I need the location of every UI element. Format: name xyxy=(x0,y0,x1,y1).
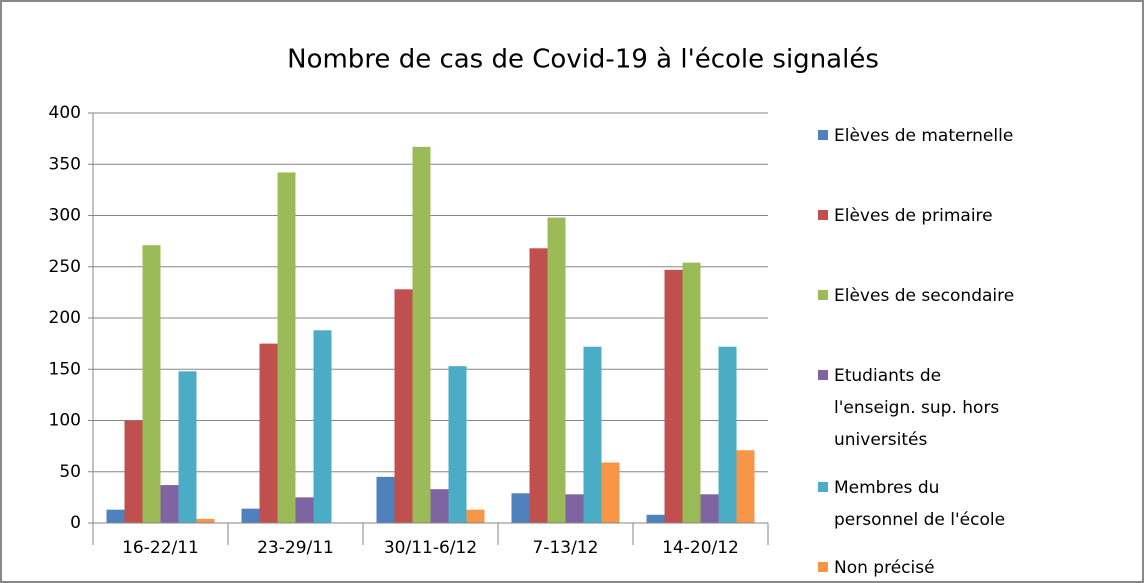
bar xyxy=(106,509,125,523)
y-tick-label: 150 xyxy=(49,359,81,379)
legend-swatch xyxy=(818,290,828,300)
x-tick-label: 16-22/11 xyxy=(122,538,199,558)
bar xyxy=(376,476,395,523)
y-tick-label: 200 xyxy=(49,308,81,328)
legend-swatch xyxy=(818,210,828,220)
legend-swatch xyxy=(818,482,828,492)
bar xyxy=(466,509,485,523)
bar xyxy=(682,262,701,523)
bar xyxy=(448,366,467,523)
bar xyxy=(430,489,449,523)
bar xyxy=(646,514,665,523)
bar xyxy=(601,462,620,523)
y-tick-label: 350 xyxy=(49,154,81,174)
legend-swatch xyxy=(818,130,828,140)
legend-label: Elèves de secondaire xyxy=(834,286,1015,306)
bar xyxy=(394,289,413,523)
legend-item: Non précisé xyxy=(818,552,1018,583)
x-tick-label: 7-13/12 xyxy=(533,538,599,558)
bar xyxy=(583,346,602,523)
bar xyxy=(736,450,755,523)
x-tick-label: 14-20/12 xyxy=(662,538,739,558)
bar xyxy=(241,508,260,523)
x-tick-label: 23-29/11 xyxy=(257,538,334,558)
legend-item: Elèves de maternelle xyxy=(818,120,1018,152)
bar xyxy=(511,493,530,523)
bar xyxy=(178,371,197,523)
y-tick-label: 300 xyxy=(49,206,81,226)
y-tick-label: 400 xyxy=(49,103,81,123)
legend-item: Etudiants de l'enseign. sup. hors univer… xyxy=(818,360,1018,456)
legend-item: Membres du personnel de l'école xyxy=(818,472,1018,536)
legend-item: Elèves de primaire xyxy=(818,200,1018,232)
bar xyxy=(700,494,719,523)
y-tick-label: 0 xyxy=(70,513,81,533)
x-tick-label: 30/11-6/12 xyxy=(384,538,477,558)
legend-label: Membres du personnel de l'école xyxy=(834,478,1006,530)
legend-swatch xyxy=(818,370,828,380)
bar xyxy=(412,146,431,523)
legend-label: Elèves de primaire xyxy=(834,206,993,226)
bar xyxy=(295,497,314,523)
y-tick-label: 100 xyxy=(49,411,81,431)
bar xyxy=(277,172,296,523)
bar xyxy=(160,485,179,523)
bar xyxy=(718,346,737,523)
legend-label: Elèves de maternelle xyxy=(834,126,1014,146)
bar xyxy=(313,330,332,523)
bar xyxy=(124,420,143,523)
bar xyxy=(664,269,683,523)
bar xyxy=(142,245,161,523)
legend-label: Non précisé xyxy=(834,558,935,578)
bar xyxy=(259,343,278,523)
bar xyxy=(529,248,548,524)
bar xyxy=(565,494,584,523)
chart-title: Nombre de cas de Covid-19 à l'école sign… xyxy=(287,45,879,75)
legend-swatch xyxy=(818,562,828,572)
legend-label: Etudiants de l'enseign. sup. hors univer… xyxy=(834,366,1000,450)
bar xyxy=(196,518,215,523)
legend-item: Elèves de secondaire xyxy=(818,280,1018,312)
y-tick-label: 50 xyxy=(59,462,81,482)
y-tick-label: 250 xyxy=(49,257,81,277)
bar xyxy=(547,217,566,524)
